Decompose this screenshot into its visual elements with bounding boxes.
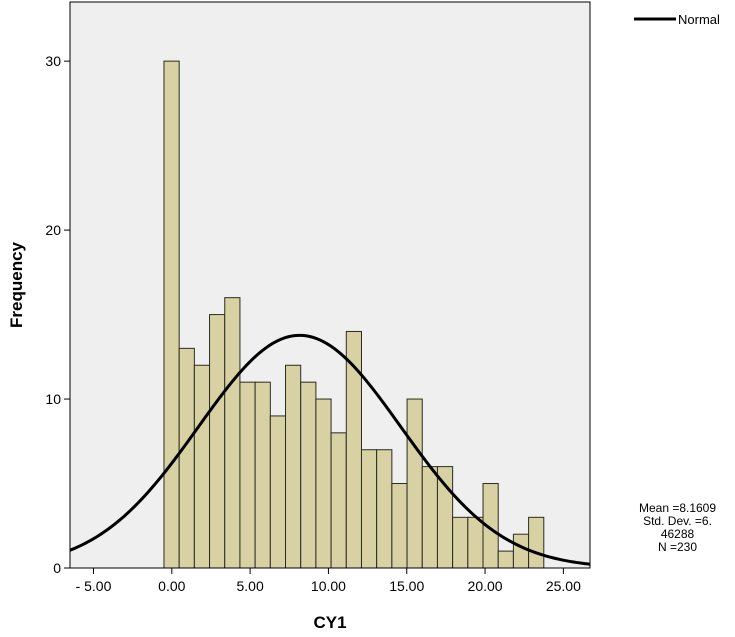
y-tick-label: 10	[45, 391, 61, 407]
histogram-bar	[239, 381, 256, 569]
histogram-bar	[330, 432, 347, 569]
x-tick-label: 25.00	[546, 578, 581, 594]
histogram-bar	[421, 466, 438, 569]
histogram-bar	[315, 398, 332, 569]
histogram-bar	[391, 483, 408, 569]
histogram-bar	[178, 347, 195, 569]
x-tick-label: 10.00	[311, 578, 346, 594]
histogram-bar	[406, 398, 423, 569]
y-axis-title: Frequency	[7, 241, 26, 328]
histogram-bar	[512, 533, 530, 569]
statistics-summary: Mean =8.1609 Std. Dev. =6. 46288 N =230	[625, 502, 730, 554]
histogram-bar	[467, 516, 484, 569]
y-tick-label: 30	[45, 53, 61, 69]
bars-layer	[163, 60, 545, 569]
stat-std-dev-cont: 46288	[660, 527, 695, 541]
x-tick-label: - 5.00	[76, 578, 112, 594]
stat-mean: Mean =8.1609	[638, 501, 717, 515]
histogram-bar	[254, 381, 271, 569]
histogram-bar	[528, 516, 545, 569]
histogram-bar	[193, 364, 211, 569]
histogram-bar	[285, 364, 302, 569]
histogram-bar	[376, 449, 393, 569]
histogram-bar	[452, 516, 469, 569]
histogram-bar	[224, 297, 241, 569]
x-axis-title: CY1	[313, 613, 346, 632]
y-tick-label: 20	[45, 222, 61, 238]
x-tick-label: 15.00	[389, 578, 424, 594]
x-axis: - 5.00 0.00 5.00 10.00 15.00 20.00 25.00	[76, 568, 581, 594]
x-tick-label: 0.00	[158, 578, 185, 594]
x-tick-label: 5.00	[236, 578, 263, 594]
histogram-bar	[209, 314, 226, 569]
y-axis: 0 10 20 30	[45, 53, 70, 576]
histogram-bar	[436, 466, 454, 569]
histogram-bar	[497, 550, 514, 569]
histogram-bar	[269, 415, 287, 569]
stat-n: N =230	[657, 540, 698, 554]
y-tick-label: 0	[53, 560, 61, 576]
histogram-bar	[300, 381, 317, 569]
normal-curve-line	[69, 333, 591, 566]
x-tick-label: 20.00	[468, 578, 503, 594]
histogram-bar	[163, 60, 180, 569]
stat-std-dev: Std. Dev. =6.	[643, 514, 712, 528]
histogram-bar	[360, 449, 378, 569]
plot-frame	[69, 1, 591, 569]
legend-normal-label: Normal	[678, 12, 720, 27]
